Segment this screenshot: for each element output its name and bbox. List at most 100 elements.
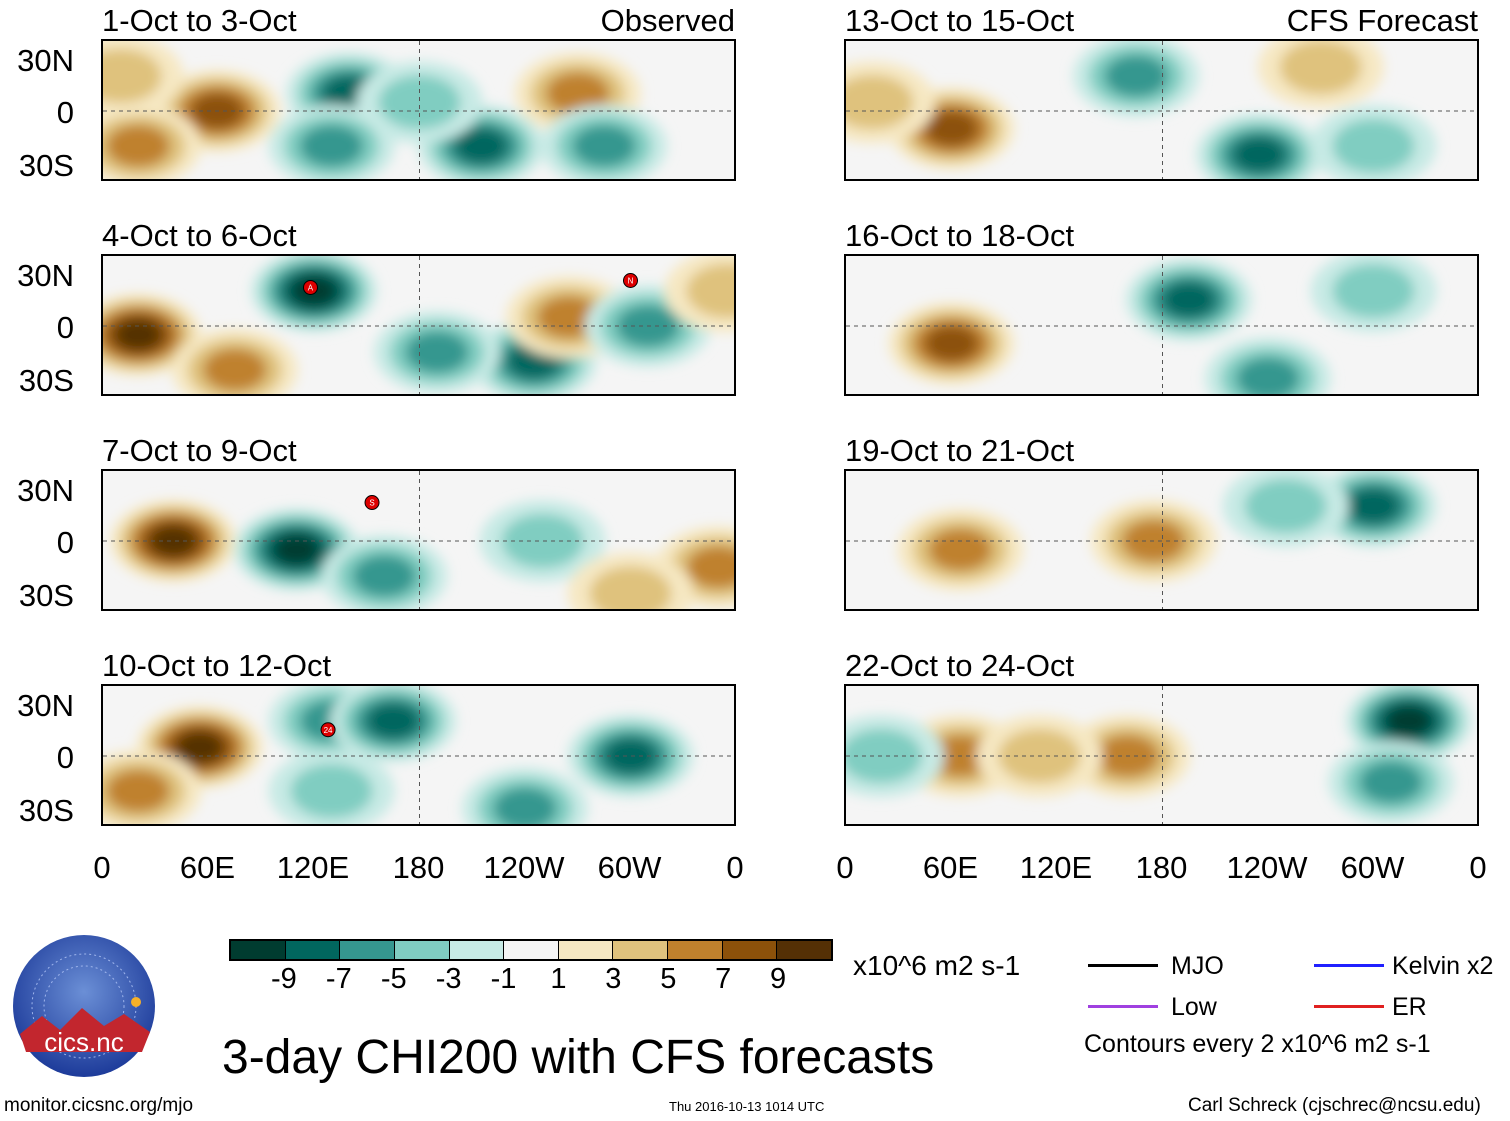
anomaly-contour xyxy=(366,703,420,739)
storm-label: S xyxy=(369,499,374,508)
anomaly-contour xyxy=(537,296,601,339)
anomaly-contour xyxy=(501,514,584,568)
legend-label-kelvin: Kelvin x2 xyxy=(1392,952,1494,980)
cics-logo: cics.nc xyxy=(12,934,157,1079)
storm-label: A xyxy=(308,284,314,293)
colorbar-tick-label: -1 xyxy=(490,963,517,995)
storm-marker-icon xyxy=(364,495,380,510)
legend-line-low xyxy=(1088,1005,1158,1008)
panel-title: 7-Oct to 9-Oct xyxy=(102,433,297,468)
lon-tick-label: 120E xyxy=(1019,850,1093,885)
anomaly-contour xyxy=(378,75,461,130)
anomaly-contour xyxy=(1385,705,1432,737)
anomaly-contour xyxy=(290,764,373,818)
colorbar-tick-label: 7 xyxy=(715,963,732,995)
anomaly-contour xyxy=(103,49,162,103)
main-title: 3-day CHI200 with CFS forecasts xyxy=(222,1031,935,1084)
contour-note: Contours every 2 x10^6 m2 s-1 xyxy=(1084,1030,1431,1058)
colorbar-swatch xyxy=(394,941,450,959)
lon-tick-label: 60W xyxy=(1340,850,1405,885)
anomaly-contour xyxy=(115,319,162,351)
colorbar-swatch xyxy=(449,941,505,959)
colorbar-swatch xyxy=(285,941,341,959)
panel-title: 16-Oct to 18-Oct xyxy=(845,218,1075,253)
storm-label: 24 xyxy=(324,726,333,735)
colorbar-swatch xyxy=(722,941,778,959)
anomaly-contour xyxy=(203,348,267,391)
lat-tick-label: 0 xyxy=(56,525,74,560)
lon-tick-label: 0 xyxy=(836,850,854,885)
lat-tick-label: 30N xyxy=(17,258,74,293)
panel-title: 4-Oct to 6-Oct xyxy=(102,218,297,253)
colorbar-swatch xyxy=(558,941,614,959)
colorbar-units: x10^6 m2 s-1 xyxy=(853,950,1021,981)
anomaly-contour xyxy=(1359,761,1423,804)
panel-title: 10-Oct to 12-Oct xyxy=(102,648,332,683)
map-panel xyxy=(101,39,736,181)
map-panel xyxy=(844,39,1479,181)
observed-label: Observed xyxy=(600,3,735,38)
anomaly-contour xyxy=(106,125,170,167)
colorbar-tick-label: -5 xyxy=(380,963,407,995)
colorbar-swatch xyxy=(668,941,723,959)
colorbar-tick-label: -7 xyxy=(325,963,352,995)
anomaly-contour xyxy=(1279,41,1362,95)
panel-title: 19-Oct to 21-Oct xyxy=(845,433,1075,468)
lon-tick-label: 120W xyxy=(483,850,565,885)
storm-marker-icon xyxy=(320,722,336,738)
map-panel: 24 xyxy=(101,684,736,826)
legend-label-mjo: MJO xyxy=(1171,952,1224,980)
footer-url[interactable]: monitor.cicsnc.org/mjo xyxy=(4,1095,194,1116)
anomaly-contour xyxy=(1104,55,1168,97)
anomaly-contour xyxy=(546,72,610,115)
lat-tick-label: 0 xyxy=(56,740,74,775)
anomaly-contour xyxy=(846,75,914,130)
anomaly-contour xyxy=(106,770,170,812)
anomaly-contour xyxy=(300,125,364,167)
lat-tick-label: 30S xyxy=(18,578,74,613)
anomaly-contour xyxy=(589,566,672,609)
anomaly-contour xyxy=(1232,137,1286,173)
lat-tick-label: 30N xyxy=(17,688,74,723)
lat-tick-label: 30N xyxy=(17,473,74,508)
colorbar xyxy=(229,939,833,961)
storm-marker-icon xyxy=(623,273,638,288)
anomaly-contour xyxy=(1236,357,1300,394)
colorbar-tick-label: -3 xyxy=(435,963,462,995)
lon-tick-label: 120E xyxy=(276,850,350,885)
lon-tick-label: 60W xyxy=(597,850,662,885)
colorbar-tick-label: 1 xyxy=(550,963,567,995)
lat-tick-label: 30N xyxy=(17,43,74,78)
forecast-label: CFS Forecast xyxy=(1286,3,1478,38)
legend-line-er xyxy=(1314,1005,1384,1008)
map-panel xyxy=(844,684,1479,826)
anomaly-contour xyxy=(846,729,923,783)
anomaly-contour xyxy=(1244,479,1327,533)
storm-label: N xyxy=(628,277,634,286)
map-panel: S xyxy=(101,469,736,611)
footer-author: Carl Schreck (cjschrec@ncsu.edu) xyxy=(1188,1095,1481,1116)
anomaly-contour xyxy=(686,546,734,589)
anomaly-contour xyxy=(1162,282,1216,318)
anomaly-contour xyxy=(604,738,657,774)
anomaly-contour xyxy=(493,787,557,824)
panel-title: 13-Oct to 15-Oct xyxy=(845,3,1075,38)
lat-tick-label: 30S xyxy=(18,793,74,828)
panel-title: 1-Oct to 3-Oct xyxy=(102,3,297,38)
legend-line-mjo xyxy=(1088,964,1158,967)
anomaly-contour xyxy=(1332,264,1415,318)
lon-tick-label: 0 xyxy=(726,850,744,885)
svg-text:cics.nc: cics.nc xyxy=(44,1027,123,1057)
lat-tick-label: 0 xyxy=(56,310,74,345)
lon-tick-label: 0 xyxy=(93,850,111,885)
colorbar-tick-label: 3 xyxy=(605,963,622,995)
footer-timestamp: Thu 2016-10-13 1014 UTC xyxy=(669,1099,825,1114)
legend-label-low: Low xyxy=(1171,993,1217,1021)
colorbar-tick-label: -9 xyxy=(271,963,297,995)
lat-tick-label: 0 xyxy=(56,95,74,130)
map-panel xyxy=(844,254,1479,396)
colorbar-swatch xyxy=(231,941,286,959)
anomaly-contour xyxy=(925,325,978,362)
anomaly-contour xyxy=(1347,488,1400,524)
map-panel xyxy=(844,469,1479,611)
